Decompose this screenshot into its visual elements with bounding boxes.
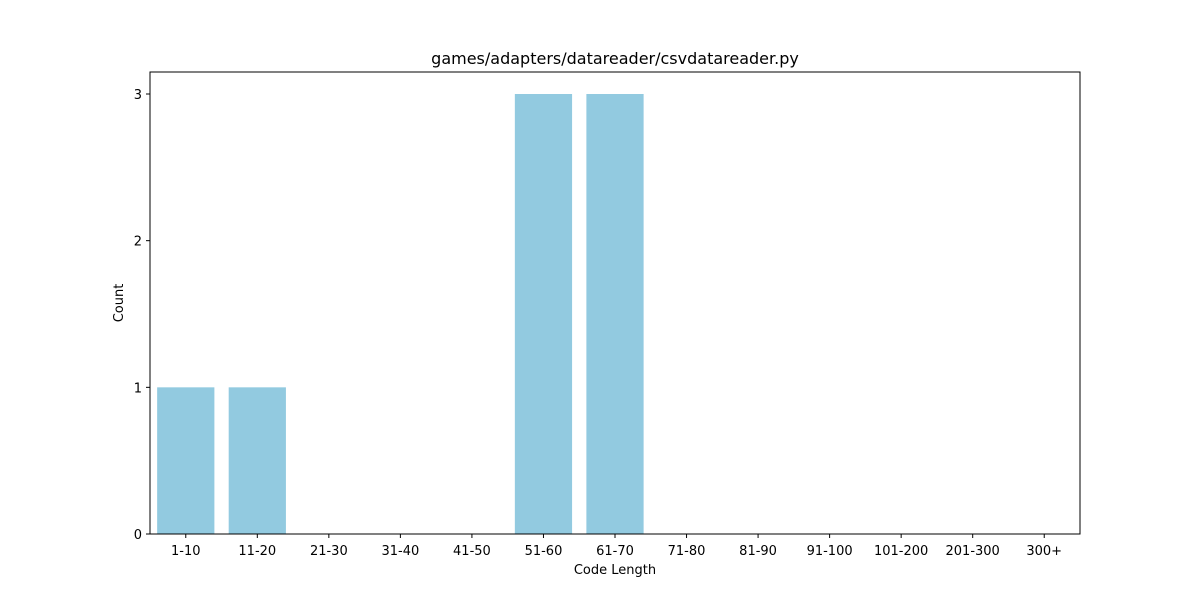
x-tick-label: 91-100 bbox=[807, 544, 853, 559]
y-axis-ticks: 0 1 2 3 bbox=[134, 88, 150, 543]
x-tick-label: 21-30 bbox=[310, 544, 348, 559]
y-tick-label: 0 bbox=[134, 528, 142, 543]
x-tick-label: 1-10 bbox=[171, 544, 201, 559]
y-tick-label: 2 bbox=[134, 235, 142, 250]
x-tick-label: 61-70 bbox=[596, 544, 634, 559]
x-axis-label: Code Length bbox=[574, 563, 656, 578]
y-tick-label: 1 bbox=[134, 381, 142, 396]
bar-1-10 bbox=[157, 387, 215, 534]
x-tick-label: 81-90 bbox=[739, 544, 777, 559]
bar-11-20 bbox=[228, 387, 286, 534]
x-tick-label: 11-20 bbox=[238, 544, 276, 559]
chart-title: games/adapters/datareader/csvdatareader.… bbox=[431, 49, 799, 68]
x-tick-label: 71-80 bbox=[668, 544, 706, 559]
y-tick-label: 3 bbox=[134, 88, 142, 103]
x-axis-ticks: 1-10 11-20 21-30 31-40 41-50 51-60 61-70 71-80 8… bbox=[171, 534, 1062, 559]
bar-51-60 bbox=[514, 94, 573, 534]
x-tick-label: 41-50 bbox=[453, 544, 491, 559]
x-tick-label: 51-60 bbox=[525, 544, 563, 559]
x-tick-label: 201-300 bbox=[946, 544, 1000, 559]
x-tick-label: 300+ bbox=[1026, 544, 1062, 559]
bars-group bbox=[157, 94, 644, 534]
x-tick-label: 31-40 bbox=[381, 544, 419, 559]
x-tick-label: 101-200 bbox=[874, 544, 928, 559]
y-axis-label: Count bbox=[112, 284, 127, 323]
bar-61-70 bbox=[586, 94, 644, 534]
